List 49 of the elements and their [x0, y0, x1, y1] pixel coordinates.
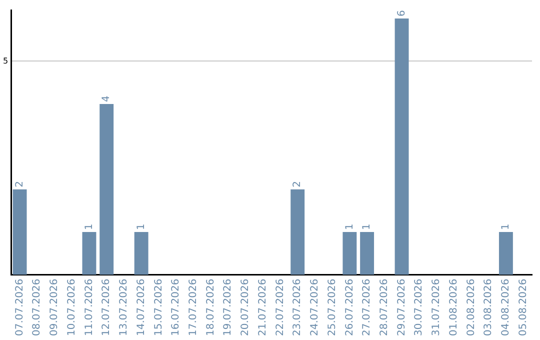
data-label: 1 [84, 224, 95, 230]
x-tick-label: 27.07.2026 [362, 278, 373, 336]
x-tick-label: 16.07.2026 [170, 278, 182, 336]
x-tick-label: 02.08.2026 [466, 278, 477, 336]
data-label: 2 [14, 180, 26, 188]
x-tick-label: 04.08.2026 [500, 278, 512, 336]
x-tick-label: 20.07.2026 [240, 278, 252, 336]
data-label: 1 [136, 224, 147, 230]
data-label: 1 [362, 224, 373, 230]
x-tick-label: 12.07.2026 [101, 278, 112, 336]
x-tick-label: 07.07.2026 [14, 278, 26, 336]
x-tick-label: 21.07.2026 [257, 278, 268, 336]
x-tick-label: 28.07.2026 [379, 278, 390, 336]
x-tick-label: 17.07.2026 [188, 278, 199, 336]
x-tick-label: 30.07.2026 [414, 278, 425, 336]
y-tick-label: 5 [2, 56, 8, 66]
x-tick-label: 25.07.2026 [326, 278, 338, 336]
x-tick-label: 23.07.2026 [292, 278, 304, 336]
x-tick-label: 03.08.2026 [483, 278, 494, 336]
x-tick-label: 24.07.2026 [310, 278, 321, 336]
bar [100, 104, 114, 275]
data-label: 4 [101, 96, 112, 102]
bar [394, 18, 409, 275]
x-tick-label: 19.07.2026 [222, 278, 234, 336]
bar [498, 232, 513, 275]
data-label: 2 [292, 180, 304, 188]
x-tick-label: 10.07.2026 [66, 278, 78, 336]
bar [134, 232, 148, 275]
x-tick-label: 09.07.2026 [49, 278, 60, 336]
x-tick-label: 14.07.2026 [136, 278, 147, 336]
x-tick-label: 13.07.2026 [118, 278, 130, 336]
data-label: 6 [396, 10, 408, 17]
x-tick-label: 01.08.2026 [448, 278, 460, 336]
bar [342, 232, 357, 275]
x-tick-label: 29.07.2026 [396, 278, 408, 336]
x-tick-label: 05.08.2026 [518, 278, 529, 336]
x-tick-label: 11.07.2026 [84, 278, 95, 336]
x-tick-label: 22.07.2026 [274, 278, 286, 336]
x-tick-label: 08.07.2026 [32, 278, 43, 336]
data-label: 1 [344, 224, 356, 230]
bar [82, 232, 96, 275]
x-tick-label: 31.07.2026 [431, 278, 442, 336]
bar [290, 189, 305, 275]
x-tick-label: 26.07.2026 [344, 278, 356, 336]
x-tick-label: 18.07.2026 [205, 278, 216, 336]
bar [360, 232, 374, 275]
bar [12, 189, 27, 275]
data-label: 1 [500, 224, 512, 230]
x-tick-label: 15.07.2026 [153, 278, 164, 336]
